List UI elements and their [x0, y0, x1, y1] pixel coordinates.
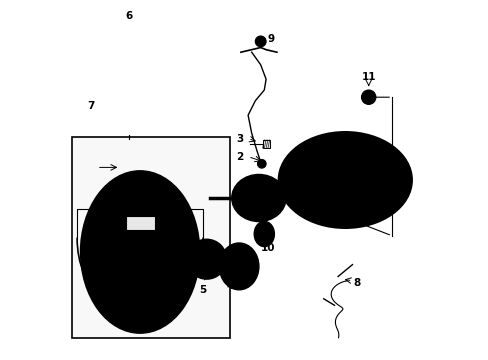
Ellipse shape [246, 188, 270, 208]
Circle shape [226, 277, 230, 280]
Circle shape [341, 203, 348, 210]
Circle shape [272, 195, 277, 201]
Circle shape [364, 169, 373, 179]
Circle shape [243, 203, 248, 209]
Circle shape [243, 187, 248, 193]
Circle shape [341, 150, 348, 157]
Circle shape [336, 193, 345, 202]
Ellipse shape [231, 175, 285, 221]
Circle shape [232, 260, 245, 273]
Text: 1: 1 [397, 164, 404, 174]
Ellipse shape [186, 239, 226, 279]
Text: 3: 3 [236, 134, 244, 144]
Circle shape [361, 90, 375, 104]
Ellipse shape [81, 171, 199, 333]
Circle shape [309, 163, 317, 170]
Text: 9: 9 [267, 34, 274, 44]
Ellipse shape [219, 243, 258, 290]
Circle shape [315, 175, 324, 185]
Text: 7: 7 [87, 101, 94, 111]
Ellipse shape [278, 132, 411, 228]
Ellipse shape [123, 222, 157, 267]
Circle shape [373, 163, 380, 170]
Circle shape [247, 252, 250, 256]
Circle shape [257, 159, 265, 168]
Circle shape [247, 277, 250, 280]
Text: 11: 11 [361, 72, 375, 82]
Text: 4: 4 [226, 281, 233, 291]
Ellipse shape [325, 165, 365, 195]
Circle shape [200, 252, 213, 266]
Circle shape [133, 246, 146, 258]
Bar [262, 140, 270, 148]
Circle shape [261, 208, 266, 214]
Ellipse shape [113, 216, 166, 288]
Text: 5: 5 [199, 285, 206, 295]
Circle shape [309, 190, 317, 197]
Circle shape [261, 182, 266, 188]
Bar [72, 137, 230, 338]
Text: 10: 10 [260, 243, 275, 253]
Circle shape [255, 36, 265, 47]
Text: 2: 2 [236, 152, 244, 162]
Circle shape [226, 252, 230, 256]
Circle shape [336, 158, 345, 167]
Ellipse shape [254, 221, 274, 247]
Text: 8: 8 [352, 278, 360, 288]
Circle shape [373, 190, 380, 197]
Bar [125, 216, 154, 230]
Text: 6: 6 [125, 11, 133, 21]
